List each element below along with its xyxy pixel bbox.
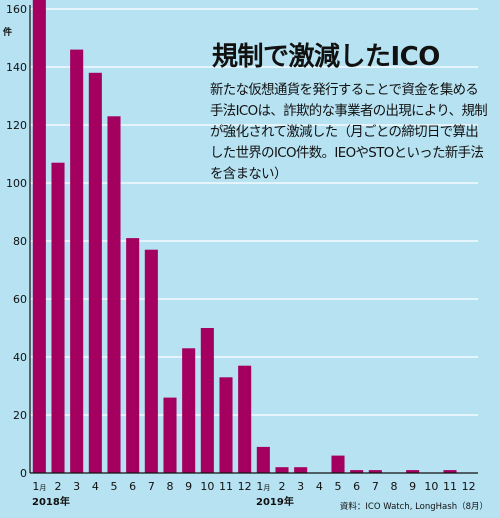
x-tick-2019年7月: 7 [372, 480, 379, 493]
x-tick-2019年2月: 2 [279, 480, 286, 493]
x-tick-2019年10月: 10 [424, 480, 438, 493]
x-tick-2018年7月: 7 [148, 480, 155, 493]
y-unit-label: 件 [3, 26, 12, 38]
x-tick-2018年1月: 1月 [32, 480, 46, 493]
x-tick-2018年6月: 6 [129, 480, 136, 493]
bars [32, 0, 457, 474]
x-tick-2018年4月: 4 [92, 480, 99, 493]
bar-2018年7月 [144, 249, 158, 473]
x-tick-2018年8月: 8 [167, 480, 174, 493]
x-tick-2018年2月: 2 [55, 480, 62, 493]
bar-2019年3月 [294, 467, 308, 473]
x-tick-2019年6月: 6 [353, 480, 360, 493]
x-tick-labels: 1月 2 3 4 5 6 7 8 9 10 11 12 1月 2 3 4 5 6 7 8 9 10 11 12 [32, 480, 475, 493]
x-tick-2018年9月: 9 [185, 480, 192, 493]
bar-2018年11月 [219, 377, 233, 473]
bar-2019年7月 [368, 470, 382, 473]
y-tick-160: 160 [6, 3, 27, 16]
source-note: 資料：ICO Watch, LongHash（8月） [339, 502, 488, 512]
x-tick-2019年9月: 9 [409, 480, 416, 493]
bar-2019年6月 [350, 470, 364, 473]
bar-2019年5月 [331, 455, 345, 473]
bar-2019年11月 [443, 470, 457, 473]
x-tick-2018年3月: 3 [73, 480, 80, 493]
y-tick-labels: 0 20 40 60 80 100 120 140 160 [6, 3, 27, 480]
x-tick-2019年11月: 11 [443, 480, 457, 493]
year-labels: 2018年 2019年 [32, 495, 294, 508]
chart-title: 規制で激減したICO [212, 42, 440, 72]
bar-2018年10月 [200, 328, 214, 473]
bar-2018年5月 [107, 116, 121, 474]
x-tick-2018年5月: 5 [111, 480, 118, 493]
y-tick-140: 140 [6, 61, 27, 74]
y-tick-40: 40 [13, 351, 27, 364]
x-tick-2019年3月: 3 [297, 480, 304, 493]
grid-lines [30, 8, 478, 416]
bar-2018年3月 [70, 49, 84, 473]
y-tick-20: 20 [13, 409, 27, 422]
bar-2018年9月 [182, 348, 196, 473]
y-tick-60: 60 [13, 293, 27, 306]
x-tick-2018年11月: 11 [219, 480, 233, 493]
axes [29, 5, 478, 474]
y-tick-80: 80 [13, 235, 27, 248]
x-tick-2018年12月: 12 [238, 480, 252, 493]
x-tick-2018年10月: 10 [200, 480, 214, 493]
year-label-2018年: 2018年 [32, 495, 70, 508]
year-label-2019年: 2019年 [256, 495, 294, 508]
x-tick-2019年1月: 1月 [256, 480, 270, 493]
bar-2019年9月 [406, 470, 420, 473]
chart-description: 新たな仮想通貨を発行することで資金を集める手法ICOは、詐欺的な事業者の出現によ… [210, 83, 488, 182]
x-tick-2019年12月: 12 [462, 480, 476, 493]
x-tick-2019年4月: 4 [316, 480, 323, 493]
bar-2018年2月 [51, 162, 65, 473]
bar-2018年12月 [238, 365, 252, 473]
bar-2018年6月 [126, 238, 140, 473]
bar-2019年2月 [275, 467, 289, 473]
bar-2018年8月 [163, 397, 177, 473]
y-tick-100: 100 [6, 177, 27, 190]
bar-2019年1月 [256, 446, 270, 473]
y-tick-120: 120 [6, 119, 27, 132]
bar-2018年4月 [88, 72, 102, 474]
y-tick-0: 0 [20, 467, 27, 480]
bar-2018年1月 [32, 0, 46, 473]
x-tick-2019年5月: 5 [335, 480, 342, 493]
x-tick-2019年8月: 8 [391, 480, 398, 493]
